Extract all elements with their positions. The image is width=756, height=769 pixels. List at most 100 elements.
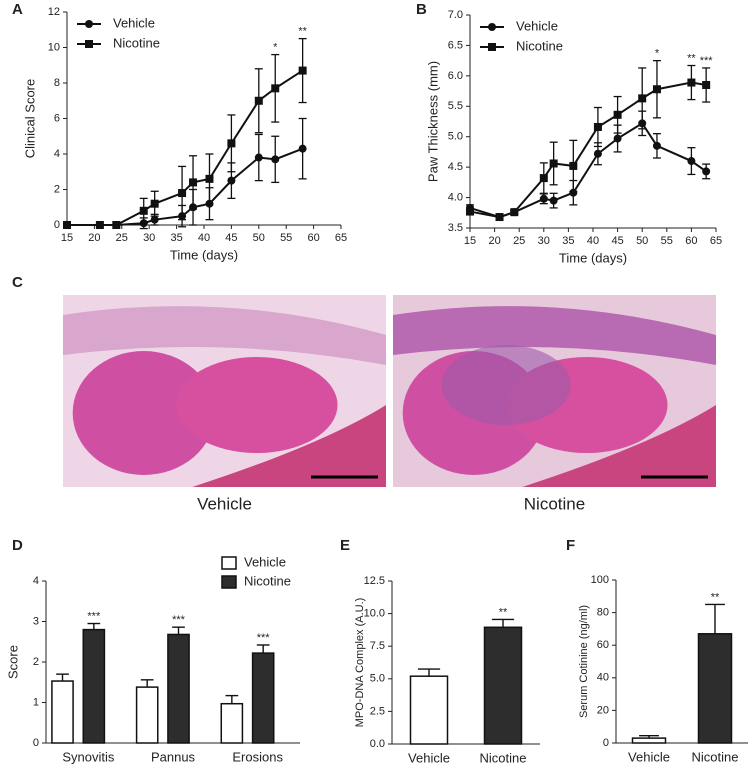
y-tick-label: 4 [54,148,60,160]
panel-letter: C [12,274,23,291]
x-tick-label: 65 [710,235,722,247]
marker [539,194,548,203]
histology-image [393,295,716,487]
marker [254,96,263,105]
marker [652,141,661,150]
x-tick-label: 65 [335,232,347,244]
x-tick-label: 15 [464,235,476,247]
marker [95,221,104,229]
x-tick-label: 40 [198,232,210,244]
y-tick-label: 0.0 [370,738,385,750]
legend-label: Nicotine [113,35,160,50]
marker [702,167,711,176]
x-tick-label: Erosions [232,749,283,764]
panel-letter: D [12,537,23,554]
y-axis-label: MPO-DNA Complex (A.U.) [354,598,366,728]
marker [539,174,548,183]
y-tick-label: 2 [33,656,39,668]
marker [271,155,280,164]
x-tick-label: Vehicle [408,750,450,765]
series-line [67,69,304,226]
legend-label: Nicotine [244,573,291,588]
marker [112,221,121,229]
legend-marker [488,43,496,51]
legend-swatch [221,556,237,570]
y-axis-label: Paw Thickness (mm) [425,61,440,182]
y-axis-label: Clinical Score [22,79,37,158]
bar [409,675,449,745]
x-tick-label: Nicotine [480,750,527,765]
panel-letter: F [566,537,575,554]
marker [593,122,602,131]
y-tick-label: 5.0 [370,673,385,685]
bone [72,351,215,475]
x-tick-label: 25 [513,235,525,247]
marker [178,189,187,198]
muscle [192,405,386,487]
bar [82,628,106,744]
significance: * [655,48,660,60]
caption: Vehicle [197,494,252,513]
marker [593,149,602,158]
x-tick-label: 60 [685,235,697,247]
marker [687,78,696,87]
y-tick-label: 40 [597,672,609,684]
marker [510,208,519,217]
x-tick-label: Synovitis [62,749,115,764]
panel-letter: B [416,1,427,18]
marker [63,221,71,229]
significance: *** [700,55,714,67]
bar [135,686,159,744]
x-tick-label: 50 [253,232,265,244]
tissue-layer [393,306,716,365]
histology-image [63,295,386,487]
x-tick-label: 60 [307,232,319,244]
bar [483,626,523,745]
y-tick-label: 8 [54,77,60,89]
significance: *** [257,632,271,644]
bar [51,680,74,744]
x-tick-label: Pannus [151,749,196,764]
y-tick-label: 1 [33,696,39,708]
tissue-layer [63,306,386,365]
marker [227,139,236,148]
panel-letter: E [340,537,350,554]
marker [613,134,622,143]
y-tick-label: 5.0 [448,131,463,143]
y-axis-label: Serum Cotinine (ng/ml) [578,605,590,718]
marker [549,159,558,168]
panel-letter: A [12,1,23,18]
bar [631,737,667,744]
series-line [469,121,707,219]
x-tick-label: 20 [488,235,500,247]
marker [189,178,198,187]
bar [251,652,275,744]
marker [613,110,622,119]
significance: ** [711,591,720,603]
x-tick-label: 30 [143,232,155,244]
x-tick-label: 15 [61,232,73,244]
marker [495,213,504,222]
caption: Nicotine [524,494,585,513]
muscle [522,405,716,487]
x-tick-label: 40 [587,235,599,247]
legend-marker [85,40,93,48]
marker [254,153,263,162]
marker [466,207,474,216]
legend-label: Nicotine [516,38,563,53]
x-tick-label: 20 [88,232,100,244]
marker [205,174,214,183]
marker [687,157,696,166]
x-tick-label: 45 [611,235,623,247]
significance: ** [687,52,696,64]
marker [569,161,578,170]
y-tick-label: 80 [597,607,609,619]
x-tick-label: 25 [116,232,128,244]
y-tick-label: 3 [33,615,39,627]
significance: * [273,42,278,54]
infiltrate [441,345,571,425]
significance: ** [298,26,307,38]
y-tick-label: 100 [591,574,609,586]
y-tick-label: 3.5 [448,222,463,234]
